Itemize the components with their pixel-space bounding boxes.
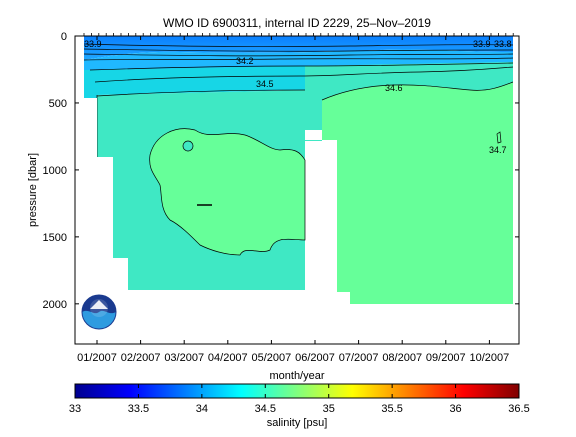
colorbar-tick-label: 34 xyxy=(196,403,208,415)
data-gap-2 xyxy=(337,292,350,304)
colorbar-label: salinity [psu] xyxy=(267,417,328,429)
contour-label: 34.6 xyxy=(385,83,403,93)
y-tick-label: 1000 xyxy=(43,165,67,177)
x-tick-label: 08/2007 xyxy=(382,352,422,364)
colorbar-tick-label: 35 xyxy=(323,403,335,415)
plot-frame xyxy=(74,35,520,345)
deep-water-east xyxy=(322,82,513,304)
salinity-blob xyxy=(182,140,194,152)
x-tick-label: 09/2007 xyxy=(426,352,466,364)
contour-label: 34.7 xyxy=(489,145,507,155)
x-axis: 01/2007 02/2007 03/2007 04/2007 05/2007 06/20… xyxy=(77,33,514,364)
contour-label: 33.9 xyxy=(84,39,102,49)
x-tick-label: 02/2007 xyxy=(121,352,161,364)
data-gap-1 xyxy=(305,141,337,304)
colorbar-tick-label: 34.5 xyxy=(255,403,276,415)
colorbar xyxy=(74,383,520,399)
x-tick-label: 04/2007 xyxy=(208,352,248,364)
y-tick-label: 2000 xyxy=(43,299,67,311)
contour-label: 33.8 xyxy=(494,39,512,49)
no-data-region xyxy=(75,36,519,344)
colorbar-axis: 33 33.5 34 34.5 35 35.5 36 36.5 xyxy=(69,384,530,415)
salinity-spot-east xyxy=(496,131,502,144)
contour-label: 33.9 xyxy=(473,39,491,49)
y-axis-label: pressure [dbar] xyxy=(27,153,39,227)
salinity-field xyxy=(75,36,519,344)
x-axis-label: month/year xyxy=(269,370,324,382)
colorbar-tick-label: 35.5 xyxy=(381,403,402,415)
contour-label: 34.5 xyxy=(256,79,274,89)
x-tick-label: 05/2007 xyxy=(252,352,292,364)
upper-layer-west xyxy=(84,60,305,98)
y-axis: 0 500 1000 1500 2000 xyxy=(43,31,519,311)
contour-label-group: 33.9 34.2 34.5 34.6 33.9 33.8 34.7 xyxy=(84,39,512,155)
colorbar-tick-label: 33 xyxy=(69,403,81,415)
x-tick-label: 06/2007 xyxy=(295,352,335,364)
contour-label: 34.2 xyxy=(236,56,254,66)
colorbar-tick-label: 36.5 xyxy=(508,403,529,415)
x-tick-label: 01/2007 xyxy=(77,352,117,364)
x-tick-label: 03/2007 xyxy=(164,352,204,364)
y-tick-label: 0 xyxy=(61,31,67,43)
y-tick-label: 500 xyxy=(49,98,67,110)
colorbar-tick-label: 36 xyxy=(449,403,461,415)
upper-layer-east xyxy=(305,60,513,130)
x-tick-label: 10/2007 xyxy=(470,352,510,364)
y-tick-label: 1500 xyxy=(43,232,67,244)
surface-layer xyxy=(84,36,513,60)
noaa-logo xyxy=(79,292,119,332)
colorbar-tick-label: 33.5 xyxy=(128,403,149,415)
chart-title: WMO ID 6900311, internal ID 2229, 25–Nov… xyxy=(163,16,431,30)
x-tick-label: 07/2007 xyxy=(339,352,379,364)
salinity-patch-west xyxy=(149,128,306,256)
deep-water-central xyxy=(305,140,322,141)
